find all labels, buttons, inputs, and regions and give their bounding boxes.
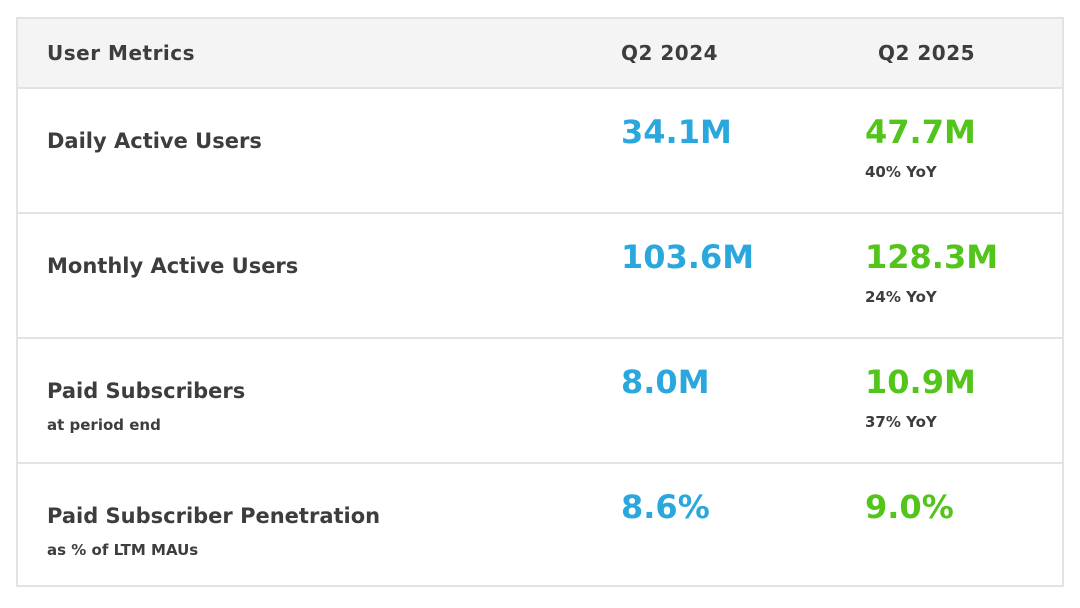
value-q2-2025: 10.9M <box>865 363 976 401</box>
metric-sublabel: as % of LTM MAUs <box>47 541 199 559</box>
value-q2-2024: 8.0M <box>621 363 710 401</box>
header-metric: User Metrics <box>47 41 196 65</box>
table-header: User Metrics Q2 2024 Q2 2025 <box>18 19 1062 89</box>
yoy-change: 40% YoY <box>865 163 937 181</box>
value-q2-2025: 47.7M <box>865 113 976 151</box>
metric-label: Paid Subscriber Penetration <box>47 504 381 528</box>
value-q2-2024: 34.1M <box>621 113 732 151</box>
table-row: Monthly Active Users 103.6M 128.3M 24% Y… <box>18 214 1062 339</box>
metric-sublabel: at period end <box>47 416 161 434</box>
header-q2-2024: Q2 2024 <box>621 41 719 65</box>
value-q2-2024: 103.6M <box>621 238 755 276</box>
table-row: Paid Subscriber Penetration as % of LTM … <box>18 464 1062 589</box>
metric-label: Monthly Active Users <box>47 254 299 278</box>
yoy-change: 24% YoY <box>865 288 937 306</box>
metric-label: Paid Subscribers <box>47 379 246 403</box>
user-metrics-table: User Metrics Q2 2024 Q2 2025 Daily Activ… <box>16 17 1064 587</box>
yoy-change: 37% YoY <box>865 413 937 431</box>
table-row: Daily Active Users 34.1M 47.7M 40% YoY <box>18 89 1062 214</box>
metric-label: Daily Active Users <box>47 129 262 153</box>
value-q2-2024: 8.6% <box>621 488 710 526</box>
value-q2-2025: 9.0% <box>865 488 954 526</box>
table-row: Paid Subscribers at period end 8.0M 10.9… <box>18 339 1062 464</box>
value-q2-2025: 128.3M <box>865 238 999 276</box>
header-q2-2025: Q2 2025 <box>878 41 976 65</box>
